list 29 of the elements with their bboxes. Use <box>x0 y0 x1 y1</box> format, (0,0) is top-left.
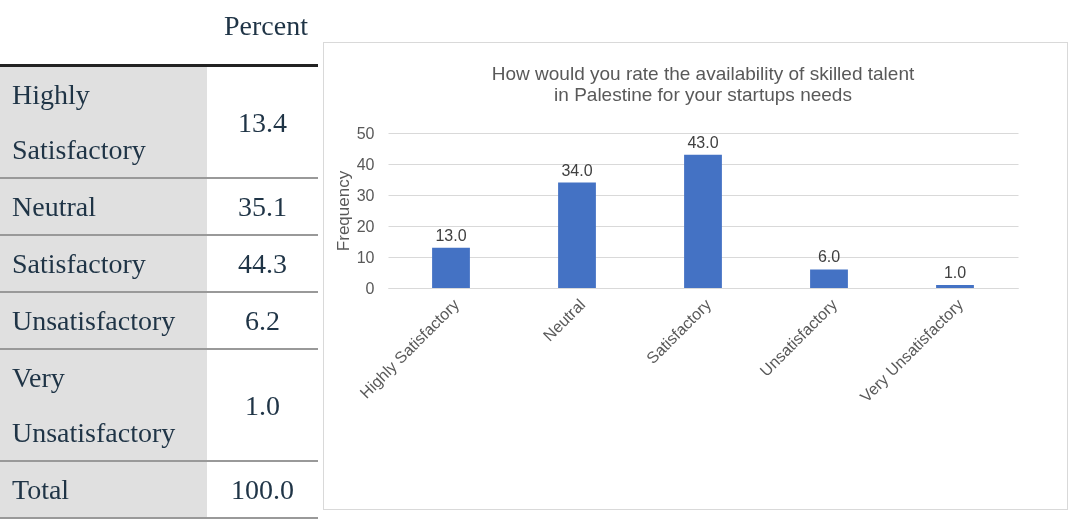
bar <box>810 269 848 288</box>
data-label: 43.0 <box>687 133 719 151</box>
chart-title: How would you rate the availability of skilled talent in Palestine for your startups needs <box>491 63 915 105</box>
data-label: 100.0 <box>207 461 318 518</box>
data-label: 44.3 <box>207 235 318 292</box>
bar <box>558 182 596 288</box>
y-tick-label: 40 <box>356 155 375 173</box>
data-label: 13.0 <box>435 226 467 244</box>
data-label: 1.0 <box>207 349 318 461</box>
data-label: 34.0 <box>561 161 593 179</box>
category-label: Neutral <box>0 178 207 235</box>
text: Percent <box>223 9 309 43</box>
y-tick-label: 50 <box>356 124 375 142</box>
data-label: 1.0 <box>943 263 967 281</box>
bar <box>432 247 470 288</box>
data-label: 13.4 <box>207 65 318 178</box>
category-label: Satisfactory <box>0 235 207 292</box>
category-label: Total <box>0 461 207 518</box>
bar <box>684 154 722 288</box>
y-axis-title: Frequency <box>333 170 353 252</box>
data-label: 35.1 <box>207 178 318 235</box>
bar <box>936 284 974 288</box>
data-label: 6.0 <box>817 248 841 266</box>
y-tick-label: 30 <box>356 186 375 204</box>
category-label: Highly Satisfactory <box>0 65 207 178</box>
y-tick-label: 20 <box>356 217 375 235</box>
data-label: 6.2 <box>207 292 318 349</box>
y-tick-label: 10 <box>356 248 375 266</box>
y-tick-label: 0 <box>365 279 375 297</box>
